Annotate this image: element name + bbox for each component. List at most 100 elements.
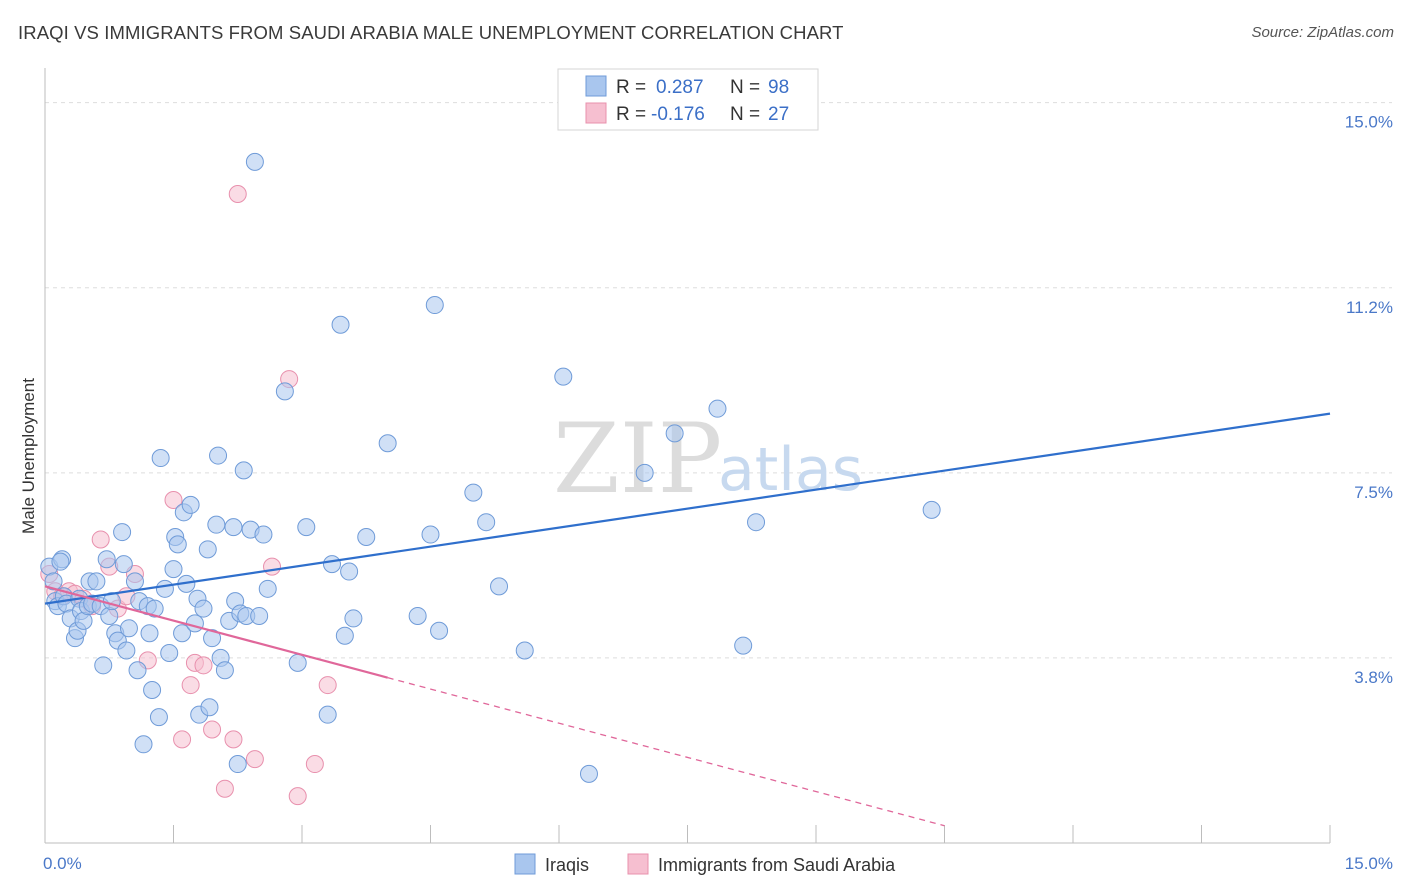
data-point-iraqis bbox=[94, 656, 113, 675]
data-point-iraqis bbox=[579, 764, 598, 783]
data-point-saudi bbox=[91, 530, 110, 549]
watermark-zip: ZIP bbox=[553, 403, 722, 515]
data-point-iraqis bbox=[554, 367, 573, 386]
y-tick-label: 7.5% bbox=[1354, 483, 1393, 502]
data-point-iraqis bbox=[149, 708, 168, 727]
data-point-iraqis bbox=[378, 434, 397, 453]
data-point-iraqis bbox=[209, 446, 228, 465]
trend-line-extension-saudi bbox=[387, 677, 945, 827]
data-point-iraqis bbox=[215, 661, 234, 680]
data-point-iraqis bbox=[97, 550, 116, 569]
trend-line-iraqis bbox=[44, 412, 1331, 605]
trend-line-saudi bbox=[44, 585, 388, 679]
data-point-iraqis bbox=[322, 555, 341, 574]
chart-title: IRAQI VS IMMIGRANTS FROM SAUDI ARABIA MA… bbox=[18, 22, 844, 43]
y-tick-label: 11.2% bbox=[1346, 298, 1393, 317]
data-point-saudi bbox=[173, 730, 192, 749]
data-point-iraqis bbox=[922, 500, 941, 519]
y-axis-label: Male Unemployment bbox=[19, 378, 38, 534]
data-point-iraqis bbox=[297, 518, 316, 537]
data-point-saudi bbox=[305, 755, 324, 774]
data-point-iraqis bbox=[245, 152, 264, 171]
data-point-saudi bbox=[288, 787, 307, 806]
axes bbox=[44, 68, 1331, 844]
data-point-iraqis bbox=[203, 629, 222, 648]
data-point-iraqis bbox=[114, 555, 133, 574]
data-point-iraqis bbox=[477, 513, 496, 532]
legend-r-label: R = bbox=[616, 104, 646, 125]
data-point-iraqis bbox=[258, 579, 277, 598]
data-point-saudi bbox=[215, 779, 234, 798]
data-point-iraqis bbox=[207, 515, 226, 534]
data-point-iraqis bbox=[734, 636, 753, 655]
data-point-iraqis bbox=[344, 609, 363, 628]
x-tick-labels: 0.0% 15.0% bbox=[43, 854, 1393, 873]
bottom-legend-label-iraqis: Iraqis bbox=[545, 855, 589, 875]
data-point-iraqis bbox=[331, 315, 350, 334]
data-point-iraqis bbox=[100, 606, 119, 625]
data-point-iraqis bbox=[113, 523, 132, 542]
legend-n-value-saudi: 27 bbox=[768, 104, 789, 125]
bottom-legend: Iraqis Immigrants from Saudi Arabia bbox=[514, 853, 896, 875]
data-point-saudi bbox=[245, 750, 264, 769]
data-point-iraqis bbox=[181, 495, 200, 514]
data-point-iraqis bbox=[635, 463, 654, 482]
data-point-iraqis bbox=[155, 579, 174, 598]
data-point-iraqis bbox=[318, 705, 337, 724]
data-point-iraqis bbox=[421, 525, 440, 544]
y-tick-label: 3.8% bbox=[1354, 668, 1393, 687]
data-point-iraqis bbox=[224, 518, 243, 537]
data-point-saudi bbox=[228, 184, 247, 203]
data-point-iraqis bbox=[173, 624, 192, 643]
data-point-iraqis bbox=[254, 525, 273, 544]
data-point-iraqis bbox=[430, 621, 449, 640]
y-tick-label: 15.0% bbox=[1345, 113, 1393, 132]
bottom-legend-label-saudi: Immigrants from Saudi Arabia bbox=[658, 855, 896, 875]
data-point-iraqis bbox=[747, 513, 766, 532]
bottom-legend-swatch-iraqis bbox=[514, 853, 536, 875]
source-credit: Source: ZipAtlas.com bbox=[1251, 24, 1394, 41]
data-point-iraqis bbox=[128, 661, 147, 680]
data-point-iraqis bbox=[425, 296, 444, 315]
data-point-iraqis bbox=[160, 643, 179, 662]
data-point-iraqis bbox=[490, 577, 509, 596]
data-point-iraqis bbox=[250, 606, 269, 625]
data-point-iraqis bbox=[515, 641, 534, 660]
series-saudi-points bbox=[40, 184, 337, 806]
data-point-iraqis bbox=[117, 641, 136, 660]
data-point-iraqis bbox=[164, 560, 183, 579]
data-point-iraqis bbox=[708, 399, 727, 418]
data-point-iraqis bbox=[140, 624, 159, 643]
legend-swatch-saudi bbox=[585, 102, 607, 124]
data-point-iraqis bbox=[194, 599, 213, 618]
data-point-iraqis bbox=[665, 424, 684, 443]
data-point-iraqis bbox=[408, 606, 427, 625]
x-tick-label: 0.0% bbox=[43, 854, 82, 873]
data-point-iraqis bbox=[185, 614, 204, 633]
data-point-iraqis bbox=[74, 611, 93, 630]
legend-swatch-iraqis bbox=[585, 75, 607, 97]
data-point-saudi bbox=[194, 656, 213, 675]
legend-r-label: R = bbox=[616, 77, 646, 98]
data-point-iraqis bbox=[357, 528, 376, 546]
data-point-iraqis bbox=[198, 540, 217, 559]
data-point-iraqis bbox=[228, 755, 247, 774]
data-point-iraqis bbox=[151, 449, 170, 468]
data-point-iraqis bbox=[145, 599, 164, 618]
data-point-saudi bbox=[263, 557, 282, 576]
data-point-saudi bbox=[164, 490, 183, 509]
data-point-iraqis bbox=[234, 461, 253, 480]
legend-n-label: N = bbox=[730, 77, 760, 98]
bottom-legend-swatch-saudi bbox=[627, 853, 649, 875]
data-point-iraqis bbox=[340, 562, 359, 581]
data-point-iraqis bbox=[275, 382, 294, 401]
data-point-iraqis bbox=[87, 572, 106, 591]
data-point-iraqis bbox=[51, 552, 70, 571]
trend-lines bbox=[44, 412, 1331, 827]
data-point-iraqis bbox=[119, 619, 138, 638]
data-point-iraqis bbox=[288, 653, 307, 672]
data-point-iraqis bbox=[125, 572, 144, 591]
data-point-saudi bbox=[181, 676, 200, 695]
data-point-saudi bbox=[224, 730, 243, 749]
